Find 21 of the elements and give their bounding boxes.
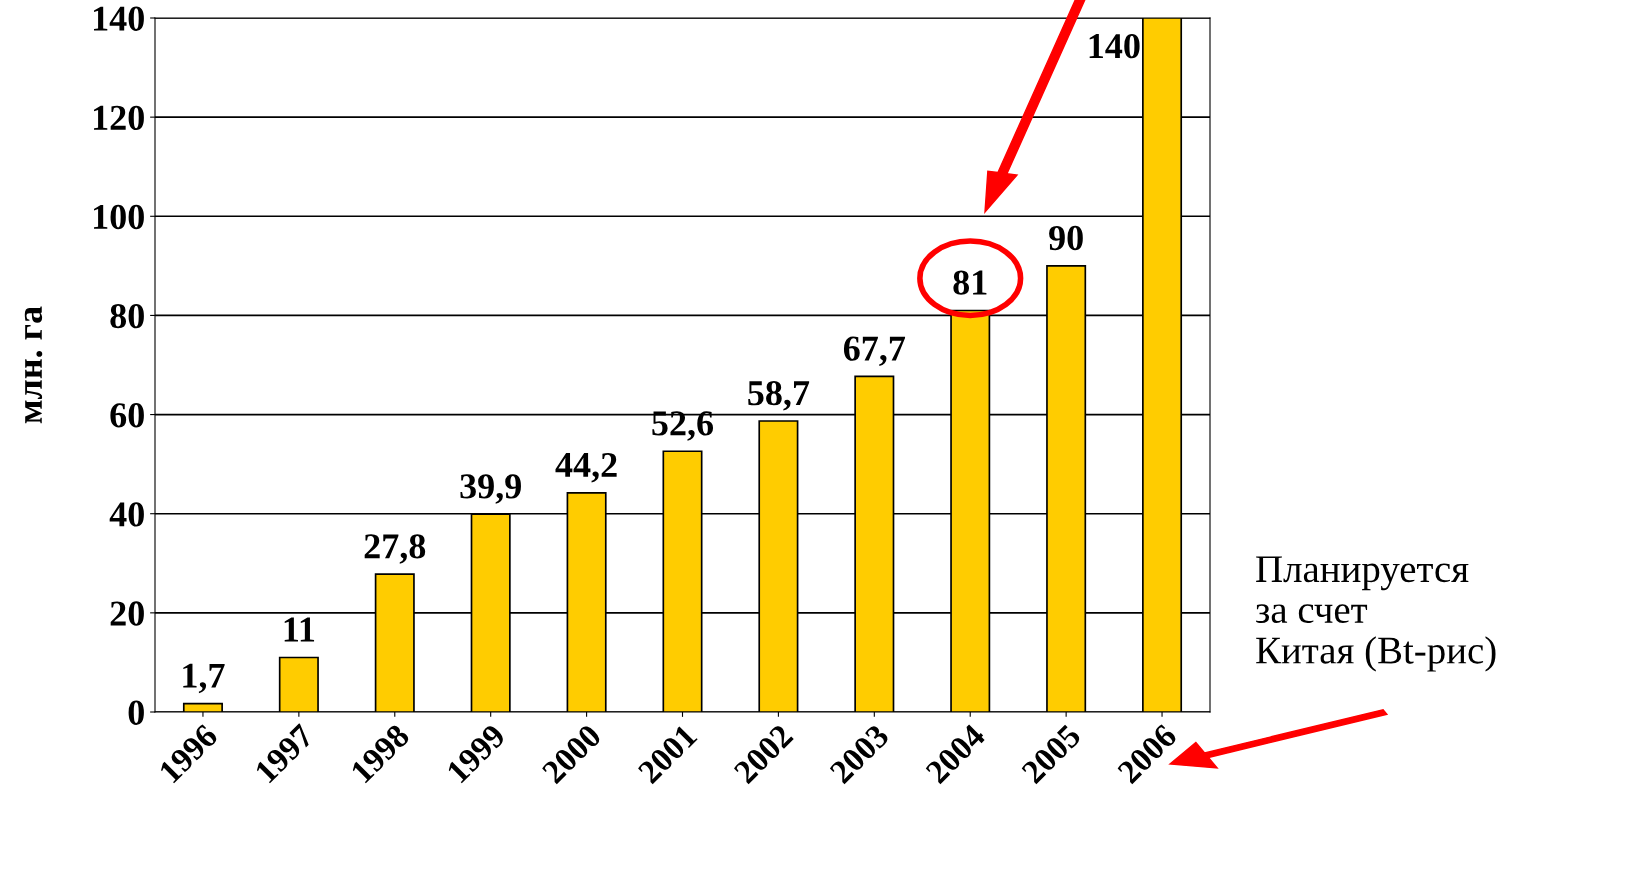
y-tick-label: 140 [94,6,144,31]
data-label: 52,6 [652,411,714,441]
data-label: 44,2 [555,452,617,483]
data-label: 67,7 [843,336,906,366]
y-tick-label: 60 [110,403,144,428]
y-tick-label: 20 [110,601,144,626]
data-label: 1,7 [183,663,225,694]
data-label: 81 [953,270,987,295]
data-label: 39,9 [460,474,521,504]
y-axis-title: млн. га [24,306,43,424]
data-label: 58,7 [748,380,810,411]
data-label: 90 [1049,225,1083,251]
data-label: 11 [284,617,315,642]
y-tick-label: 40 [109,502,144,527]
y-tick-label: 0 [128,700,144,725]
y-tick-label: 100 [94,204,144,230]
y-tick-label: 80 [110,303,144,329]
data-label: 140 [1089,33,1140,59]
y-tick-label: 120 [94,105,144,131]
data-label: 27,8 [364,534,426,564]
text: Планируется за счет Китая (Bt-рис) [1256,556,1496,672]
